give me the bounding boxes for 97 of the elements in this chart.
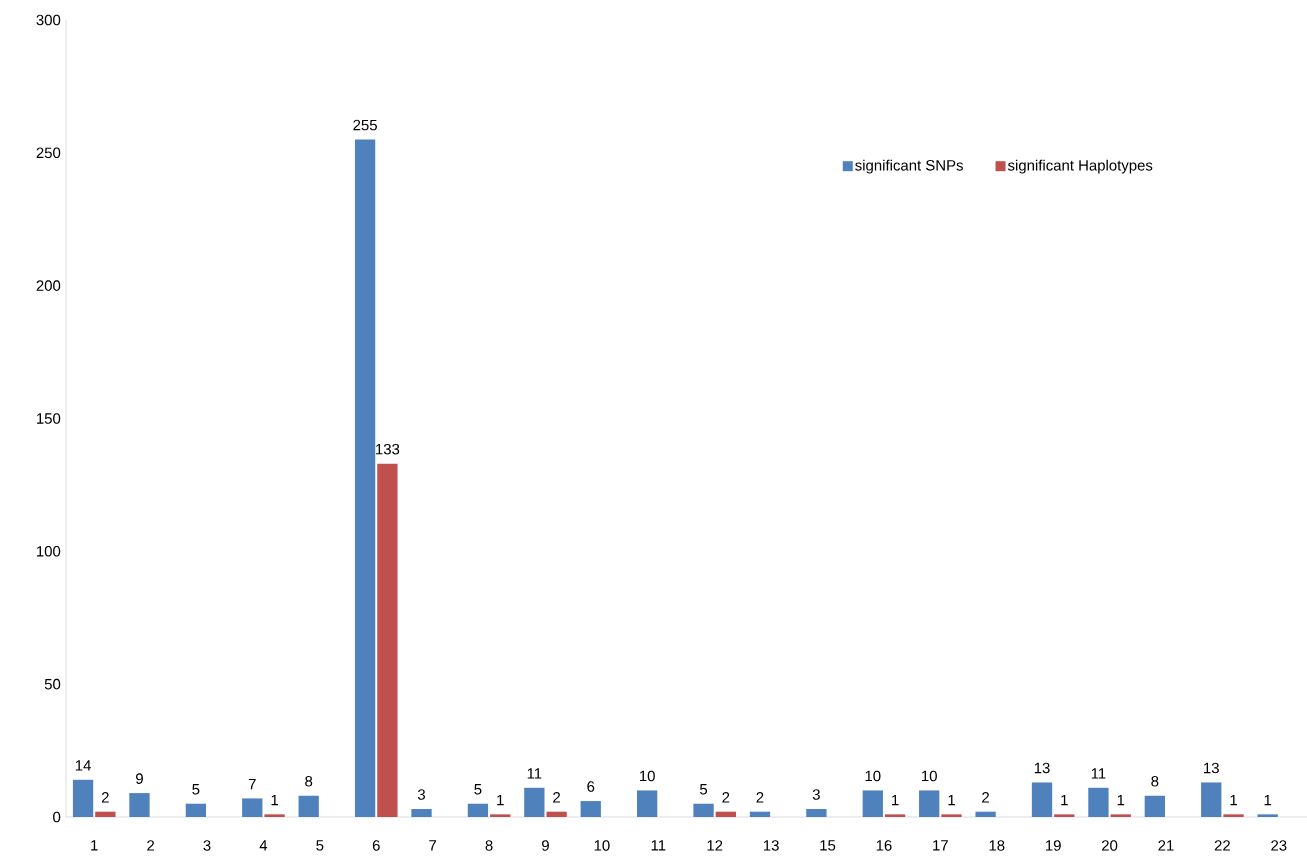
bar [546,811,567,817]
bar [524,787,545,817]
data-label: 255 [353,119,377,131]
bar [298,795,319,817]
data-label: 5 [700,784,708,795]
x-tick-label: 7 [429,840,437,851]
bar [749,811,771,817]
bar [715,811,737,817]
data-label: 2 [756,792,764,803]
x-tick-label: 18 [989,840,1005,851]
bar [862,790,883,817]
data-label: 10 [865,770,881,782]
data-label: 1 [271,794,279,806]
bar [72,779,94,817]
x-tick-label: 9 [542,840,549,851]
bar [377,463,398,817]
data-label: 3 [417,789,426,800]
y-tick-label: 150 [37,413,61,424]
data-label: 10 [639,770,655,782]
y-tick-label: 50 [44,678,61,690]
x-tick-label: 11 [651,840,666,851]
bar [884,814,906,817]
bar [975,811,996,817]
data-label: 2 [722,792,730,803]
data-label: 1 [948,794,955,806]
data-label: 5 [192,784,200,795]
bar [693,803,714,817]
bar [636,790,658,817]
x-tick-label: 22 [1214,840,1230,851]
data-label: 133 [376,443,400,455]
data-label: 11 [1091,768,1106,779]
bar [941,814,962,817]
legend-label: significant Haplotypes [1007,159,1153,174]
bar [1201,782,1222,817]
y-tick-label: 100 [37,546,61,557]
x-tick-label: 10 [594,840,610,851]
bar [242,798,263,817]
bar [129,793,150,817]
x-tick-label: 6 [372,840,380,851]
data-label: 3 [812,789,820,800]
bar [1088,787,1109,817]
data-label: 2 [982,792,990,803]
data-label: 1 [1264,794,1272,806]
x-tick-label: 13 [763,840,779,851]
bar [1257,814,1278,817]
data-label: 9 [136,773,143,784]
bar [580,801,601,817]
data-label: 7 [248,778,256,790]
x-tick-label: 20 [1102,840,1118,851]
x-tick-label: 2 [147,840,155,851]
x-tick-label: 5 [316,840,324,851]
data-label: 11 [527,768,542,779]
data-label: 8 [305,775,313,787]
x-tick-label: 16 [876,840,892,851]
data-label: 1 [1061,794,1068,806]
data-label: 1 [1117,794,1125,806]
data-label: 8 [1151,775,1159,787]
x-tick-label: 19 [1045,840,1061,851]
data-label: 2 [553,792,561,803]
data-label: 2 [101,792,109,803]
data-label: 10 [922,770,937,782]
bar [1223,814,1244,817]
y-tick-label: 200 [36,280,61,291]
x-tick-label: 15 [820,840,836,851]
data-label: 1 [497,794,504,806]
x-tick-label: 17 [933,840,948,851]
data-label: 1 [892,794,899,806]
y-tick-label: 300 [36,14,61,26]
x-tick-label: 1 [91,840,98,851]
bar [490,814,511,817]
x-tick-label: 8 [485,840,493,851]
data-label: 13 [1204,762,1219,774]
legend-label: significant SNPs [855,159,963,174]
bar [354,139,376,817]
bar [467,803,489,817]
bar [411,809,432,817]
x-tick-label: 21 [1158,840,1174,851]
data-label: 1 [1230,794,1237,806]
bar [264,814,285,817]
x-tick-label: 3 [203,840,211,851]
bar [1031,782,1053,817]
y-tick-label: 250 [36,147,61,159]
y-tick-label: 0 [53,811,61,823]
bar [1110,814,1131,817]
bar [1054,814,1075,817]
bar [806,809,827,817]
bar [1144,795,1165,817]
data-label: 5 [474,784,482,795]
bar [919,790,940,817]
x-tick-label: 12 [707,840,723,851]
x-tick-label: 23 [1271,840,1287,851]
data-label: 14 [75,760,91,771]
data-label: 6 [587,781,595,792]
bar [185,803,207,817]
bar [95,811,116,817]
x-tick-label: 4 [259,840,268,851]
data-label: 13 [1034,762,1050,774]
